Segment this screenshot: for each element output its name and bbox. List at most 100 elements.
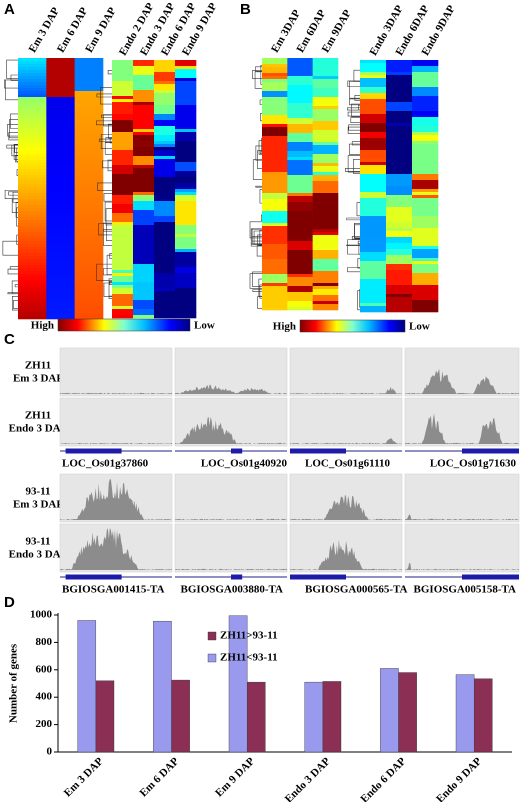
heatmap-cell (74, 112, 104, 116)
heatmap-cell (112, 240, 134, 244)
heatmap-cell (18, 175, 47, 179)
heatmap-cell (360, 147, 387, 151)
heatmap-cell (287, 235, 313, 239)
heatmap-cell (262, 265, 288, 269)
heatmap-cell (262, 154, 288, 158)
heatmap-cell (287, 169, 313, 173)
heatmap-cell (262, 187, 288, 191)
heatmap-cell (262, 274, 288, 278)
heatmap-cell (262, 178, 288, 182)
heatmap-cell (18, 88, 47, 92)
heatmap-cell (386, 153, 413, 157)
heatmap-cell (18, 112, 47, 116)
heatmap-cell (46, 214, 75, 218)
heatmap-cell (154, 129, 176, 133)
heatmap-cell (287, 190, 313, 194)
heatmap-cell (262, 289, 288, 293)
heatmap-cell (74, 238, 104, 242)
track-bg (174, 347, 288, 397)
heatmap-cell (312, 94, 339, 98)
bar (398, 672, 417, 753)
heatmap-cell (175, 90, 197, 94)
bar (228, 615, 248, 753)
coverage (405, 514, 519, 520)
heatmap-cell (46, 193, 75, 197)
heatmap-cell (262, 148, 288, 152)
heatmap-cell (312, 82, 339, 86)
heatmap-cell (18, 85, 47, 89)
heatmap-cell (287, 160, 313, 164)
heatmap-cell (74, 223, 104, 227)
heatmap-cell (18, 103, 47, 107)
heatmap-cell (412, 219, 439, 223)
heatmap-cell (46, 100, 75, 104)
heatmap-cell (133, 204, 155, 208)
heatmap-cell (386, 177, 413, 181)
heatmap-cell (18, 211, 47, 215)
heatmap-cell (287, 124, 313, 128)
heatmap-cell (360, 249, 387, 253)
heatmap-cell (18, 253, 47, 257)
heatmap-cell (412, 216, 439, 220)
heatmap-cell (154, 267, 176, 271)
heatmap-cell (287, 139, 313, 143)
heatmap-cell (18, 127, 47, 131)
heatmap-cell (287, 244, 313, 248)
heatmap-cell (360, 99, 387, 103)
heatmap-cell (412, 288, 439, 292)
heatmap-cell (112, 297, 134, 301)
heatmap-cell (175, 105, 197, 109)
heatmap-cell (112, 66, 134, 70)
heatmap-cell (112, 312, 134, 316)
heatmap-cell (287, 106, 313, 110)
heatmap-cell (112, 303, 134, 307)
heatmap-cell (74, 268, 104, 272)
heatmap-cell (412, 87, 439, 91)
heatmap-cell (312, 283, 339, 287)
heatmap-cell (262, 238, 288, 242)
heatmap-cell (46, 115, 75, 119)
heatmap-cell (360, 171, 387, 175)
heatmap-cell (74, 127, 104, 131)
heatmap-cell (74, 115, 104, 119)
heatmap-cell (133, 177, 155, 181)
heatmap-cell (18, 172, 47, 176)
heatmap-cell (175, 234, 197, 238)
heatmap-cell (360, 252, 387, 256)
heatmap-cell (412, 174, 439, 178)
heatmap-cell (112, 171, 134, 175)
track-bg (59, 397, 173, 447)
heatmap-cell (287, 166, 313, 170)
heatmap-cell (175, 75, 197, 79)
heatmap-cell (74, 166, 104, 170)
heatmap-cell (154, 234, 176, 238)
heatmap-cell (154, 225, 176, 229)
coverage (290, 386, 402, 394)
heatmap-cell (312, 259, 339, 263)
heatmap-cell (175, 201, 197, 205)
heatmap-cell (46, 85, 75, 89)
coverage (290, 539, 402, 570)
heatmap-cell (287, 79, 313, 83)
heatmap-cell (175, 240, 197, 244)
heatmap-cell (386, 258, 413, 262)
heatmap-cell (262, 142, 288, 146)
heatmap-cell (287, 307, 313, 311)
heatmap-cell (287, 268, 313, 272)
gene-name: BGIOSGA000565-TA (305, 584, 408, 596)
heatmap-cell (74, 61, 104, 65)
color-scale (57, 318, 191, 332)
heatmap-cell (133, 279, 155, 283)
heatmap-cell (18, 76, 47, 80)
heatmap-cell (154, 117, 176, 121)
heatmap-cell (154, 72, 176, 76)
heatmap-cell (46, 76, 75, 80)
heatmap-cell (412, 135, 439, 139)
heatmap-cell (312, 214, 339, 218)
heatmap-cell (412, 60, 439, 64)
heatmap-cell (360, 132, 387, 136)
heatmap-cell (112, 204, 134, 208)
heatmap-cell (312, 121, 339, 125)
heatmap-cell (312, 232, 339, 236)
heatmap-cell (112, 72, 134, 76)
